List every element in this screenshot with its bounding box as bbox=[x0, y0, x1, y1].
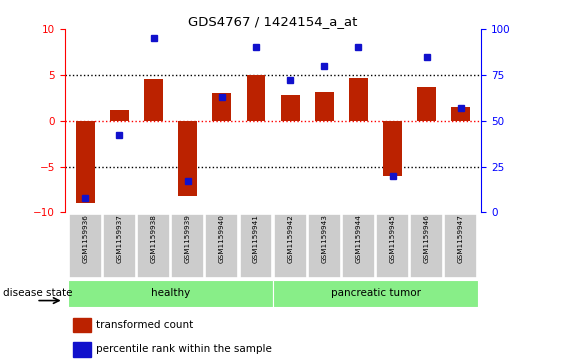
Text: GSM1159940: GSM1159940 bbox=[219, 215, 225, 263]
Text: pancreatic tumor: pancreatic tumor bbox=[330, 288, 421, 298]
Text: GSM1159936: GSM1159936 bbox=[82, 215, 88, 263]
Bar bbox=[417, 87, 436, 121]
FancyBboxPatch shape bbox=[103, 214, 136, 278]
Text: GSM1159944: GSM1159944 bbox=[355, 215, 361, 263]
FancyBboxPatch shape bbox=[137, 214, 170, 278]
Text: GSM1159943: GSM1159943 bbox=[321, 215, 327, 263]
Text: transformed count: transformed count bbox=[96, 320, 193, 330]
Bar bbox=[73, 318, 91, 333]
FancyBboxPatch shape bbox=[342, 214, 375, 278]
Bar bbox=[212, 93, 231, 121]
Text: disease state: disease state bbox=[3, 288, 72, 298]
Text: GSM1159941: GSM1159941 bbox=[253, 215, 259, 263]
Text: healthy: healthy bbox=[151, 288, 190, 298]
Bar bbox=[315, 92, 334, 121]
Text: GSM1159937: GSM1159937 bbox=[117, 215, 122, 263]
Bar bbox=[349, 78, 368, 121]
Text: percentile rank within the sample: percentile rank within the sample bbox=[96, 344, 272, 354]
FancyBboxPatch shape bbox=[171, 214, 204, 278]
Bar bbox=[452, 107, 470, 121]
FancyBboxPatch shape bbox=[240, 214, 272, 278]
Text: GSM1159938: GSM1159938 bbox=[150, 215, 157, 263]
Bar bbox=[383, 121, 402, 176]
Bar bbox=[110, 110, 129, 121]
FancyBboxPatch shape bbox=[274, 214, 306, 278]
Text: GSM1159942: GSM1159942 bbox=[287, 215, 293, 263]
FancyBboxPatch shape bbox=[376, 214, 409, 278]
Text: GSM1159939: GSM1159939 bbox=[185, 215, 191, 263]
Text: GSM1159947: GSM1159947 bbox=[458, 215, 464, 263]
Bar bbox=[73, 342, 91, 357]
Text: GSM1159945: GSM1159945 bbox=[390, 215, 396, 263]
Bar bbox=[178, 121, 197, 196]
Bar bbox=[281, 95, 300, 121]
Text: GSM1159946: GSM1159946 bbox=[424, 215, 430, 263]
FancyBboxPatch shape bbox=[273, 280, 478, 307]
Title: GDS4767 / 1424154_a_at: GDS4767 / 1424154_a_at bbox=[189, 15, 358, 28]
FancyBboxPatch shape bbox=[69, 214, 102, 278]
FancyBboxPatch shape bbox=[444, 214, 477, 278]
FancyBboxPatch shape bbox=[410, 214, 443, 278]
FancyBboxPatch shape bbox=[205, 214, 238, 278]
FancyBboxPatch shape bbox=[308, 214, 341, 278]
FancyBboxPatch shape bbox=[68, 280, 273, 307]
Bar bbox=[144, 78, 163, 121]
Bar bbox=[247, 75, 265, 121]
Bar bbox=[76, 121, 95, 203]
